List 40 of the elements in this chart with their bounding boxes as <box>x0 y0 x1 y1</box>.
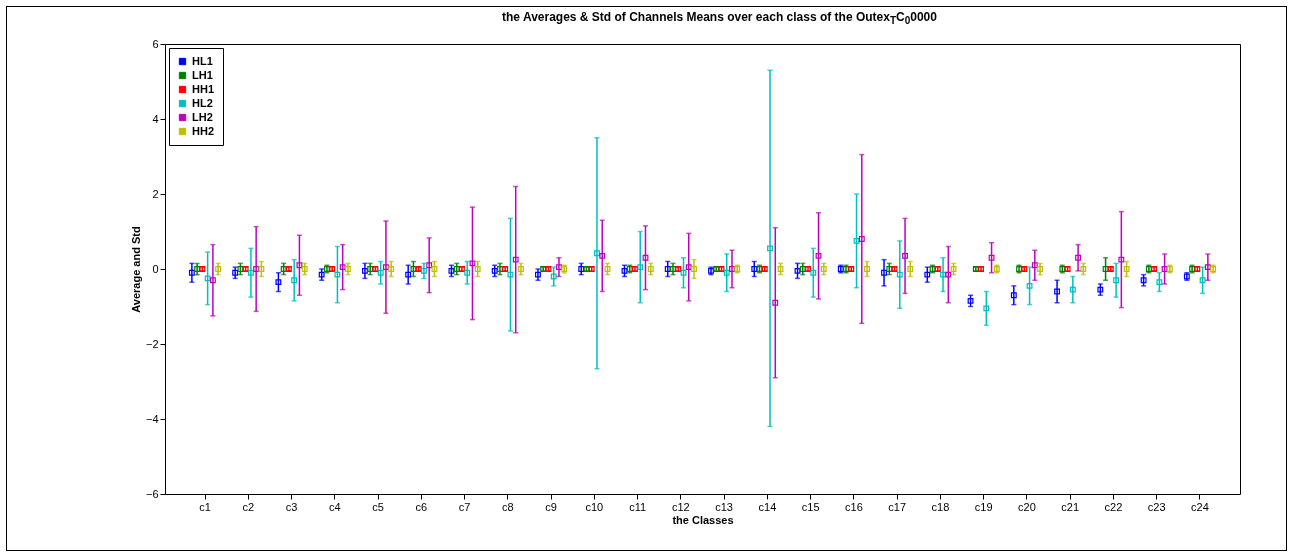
legend-label: HH2 <box>192 124 215 137</box>
legend-label: LH2 <box>192 110 213 123</box>
legend-label: HL2 <box>192 96 213 109</box>
x-tick-label: c16 <box>845 500 863 513</box>
x-tick-label: c13 <box>715 500 733 513</box>
x-tick-label: c8 <box>502 500 514 513</box>
legend-label: LH1 <box>192 68 213 81</box>
x-tick-label: c3 <box>285 500 298 513</box>
x-tick-label: c24 <box>1191 500 1209 513</box>
x-tick-label: c14 <box>758 500 777 513</box>
x-tick-label: c17 <box>888 500 907 513</box>
x-tick-label: c18 <box>931 500 950 513</box>
x-tick-label: c5 <box>372 500 384 513</box>
x-tick-label: c19 <box>974 500 993 513</box>
x-tick-label: c11 <box>629 500 647 513</box>
legend-label: HH1 <box>192 82 215 95</box>
x-tick-label: c15 <box>801 500 820 513</box>
x-tick-label: c10 <box>585 500 604 513</box>
y-tick-label: 6 <box>152 37 159 50</box>
x-tick-label: c4 <box>328 500 341 513</box>
x-tick-label: c21 <box>1061 500 1080 513</box>
y-tick-label: 0 <box>152 262 159 275</box>
x-tick-label: c6 <box>415 500 428 513</box>
y-axis-title: Average and Std <box>129 226 142 313</box>
x-tick-label: c20 <box>1018 500 1036 513</box>
y-tick-label: −2 <box>145 337 159 350</box>
y-tick-label: −4 <box>145 412 159 425</box>
y-tick-label: 4 <box>152 112 159 125</box>
chart-title: the Averages & Std of Channels Means over each class of the Outex$_{T}$C$_{0}$0000 <box>501 10 938 27</box>
y-tick-label: 2 <box>152 187 159 200</box>
x-tick-label: c9 <box>545 500 557 513</box>
x-tick-label: c23 <box>1147 500 1166 513</box>
x-tick-label: c1 <box>199 500 211 513</box>
x-tick-label: c7 <box>458 500 471 513</box>
x-tick-label: c22 <box>1104 500 1123 513</box>
x-axis-title: the Classes <box>672 513 734 526</box>
x-tick-label: c2 <box>242 500 255 513</box>
y-tick-label: −6 <box>145 487 159 500</box>
legend-label: HL1 <box>192 54 213 67</box>
x-tick-label: c12 <box>672 500 690 513</box>
